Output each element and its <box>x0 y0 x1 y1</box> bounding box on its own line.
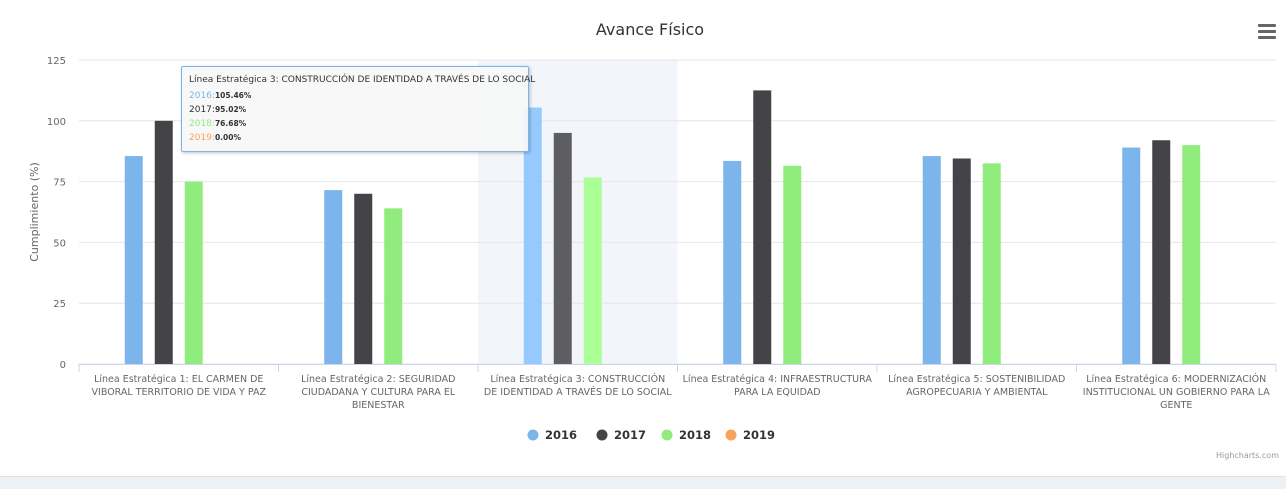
tooltip-row-2018: 2018:76.68% <box>189 119 246 129</box>
chart-svg: Avance Físico 0 25 50 75 100 125 Cumplimiento (… <box>28 20 1277 442</box>
bar-2018-2[interactable] <box>384 208 403 364</box>
x-category-label: GENTE <box>1160 400 1192 411</box>
credits-link[interactable]: Highcharts.com <box>1216 451 1279 460</box>
bar-2016-6[interactable] <box>1122 147 1141 364</box>
bar-2016-3[interactable] <box>523 107 542 365</box>
y-tick-label: 50 <box>53 238 66 249</box>
y-tick-label: 75 <box>53 178 66 189</box>
x-category-label: Línea Estratégica 1: EL CARMEN DE <box>94 374 263 385</box>
bar-2017-6[interactable] <box>1152 140 1171 364</box>
legend-label-2019[interactable]: 2019 <box>743 428 775 442</box>
x-category-label: Línea Estratégica 3: CONSTRUCCIÓN <box>490 373 665 385</box>
y-tick-label: 125 <box>47 56 66 67</box>
bar-2018-4[interactable] <box>783 165 802 364</box>
x-category-label: Línea Estratégica 5: SOSTENIBILIDAD <box>888 374 1065 385</box>
hamburger-menu-icon[interactable] <box>1258 24 1276 40</box>
x-category-label: Línea Estratégica 4: INFRAESTRUCTURA <box>683 374 873 385</box>
y-tick-label: 25 <box>53 299 66 310</box>
y-tick-label: 0 <box>60 360 66 371</box>
legend-marker-2019[interactable] <box>725 429 737 441</box>
x-category-label: Línea Estratégica 6: MODERNIZACIÓN <box>1086 373 1266 385</box>
x-category-label: VIBORAL TERRITORIO DE VIDA Y PAZ <box>92 387 267 398</box>
tooltip-label: 2017: <box>189 105 215 115</box>
legend-label-2018[interactable]: 2018 <box>679 428 711 442</box>
tooltip-value: 95.02% <box>214 105 247 114</box>
menu-bar <box>1258 36 1276 39</box>
tooltip-value: 0.00% <box>214 133 241 142</box>
x-category-label: PARA LA EQUIDAD <box>734 387 821 398</box>
x-category-label: DE IDENTIDAD A TRAVÉS DE LO SOCIAL <box>484 386 672 398</box>
tooltip-label: 2018: <box>189 119 215 129</box>
tooltip-value: 105.46% <box>214 91 252 100</box>
legend-label-2016[interactable]: 2016 <box>545 428 577 442</box>
legend-marker-2017[interactable] <box>596 429 608 441</box>
x-category-label: AGROPECUARIA Y AMBIENTAL <box>906 387 1048 398</box>
tooltip-label: 2016: <box>189 91 215 101</box>
y-tick-label: 100 <box>47 117 66 128</box>
bar-2018-5[interactable] <box>982 163 1001 364</box>
tooltip-row-2019: 2019:0.00% <box>189 133 241 143</box>
chart-tooltip: Línea Estratégica 3: CONSTRUCCIÓN DE IDE… <box>181 66 535 152</box>
tooltip-header: Línea Estratégica 3: CONSTRUCCIÓN DE IDE… <box>189 75 536 85</box>
bar-2018-6[interactable] <box>1182 145 1201 364</box>
bar-2016-2[interactable] <box>324 190 343 364</box>
bar-2017-4[interactable] <box>753 90 772 365</box>
bar-2017-2[interactable] <box>354 193 373 364</box>
bar-2016-1[interactable] <box>124 156 143 364</box>
bar-2018-1[interactable] <box>184 181 203 364</box>
bar-2018-3[interactable] <box>583 177 602 364</box>
bar-2016-5[interactable] <box>922 156 941 364</box>
chart-title: Avance Físico <box>596 20 704 39</box>
menu-bar <box>1258 30 1276 33</box>
chart-container: Avance Físico 0 25 50 75 100 125 Cumplimiento (… <box>28 20 1277 442</box>
legend-marker-2016[interactable] <box>527 429 539 441</box>
bar-2017-5[interactable] <box>952 158 971 364</box>
y-axis-title: Cumplimiento (%) <box>28 162 41 262</box>
x-category-label: CIUDADANA Y CULTURA PARA EL <box>301 387 456 398</box>
x-category-label: BIENESTAR <box>352 400 405 411</box>
x-category-label: INSTITUCIONAL UN GOBIERNO PARA LA <box>1083 387 1270 398</box>
x-category-label: Línea Estratégica 2: SEGURIDAD <box>301 374 455 385</box>
tooltip-label: 2019: <box>189 133 215 143</box>
legend-marker-2018[interactable] <box>661 429 673 441</box>
tooltip-row-2016: 2016:105.46% <box>189 91 251 101</box>
menu-bar <box>1258 24 1276 27</box>
legend-label-2017[interactable]: 2017 <box>614 428 646 442</box>
bar-2016-4[interactable] <box>723 160 742 364</box>
bar-2017-1[interactable] <box>154 120 173 364</box>
tooltip-row-2017: 2017:95.02% <box>189 105 246 115</box>
bar-2017-3[interactable] <box>553 132 572 364</box>
page-footer-band <box>0 476 1286 489</box>
tooltip-value: 76.68% <box>214 119 247 128</box>
